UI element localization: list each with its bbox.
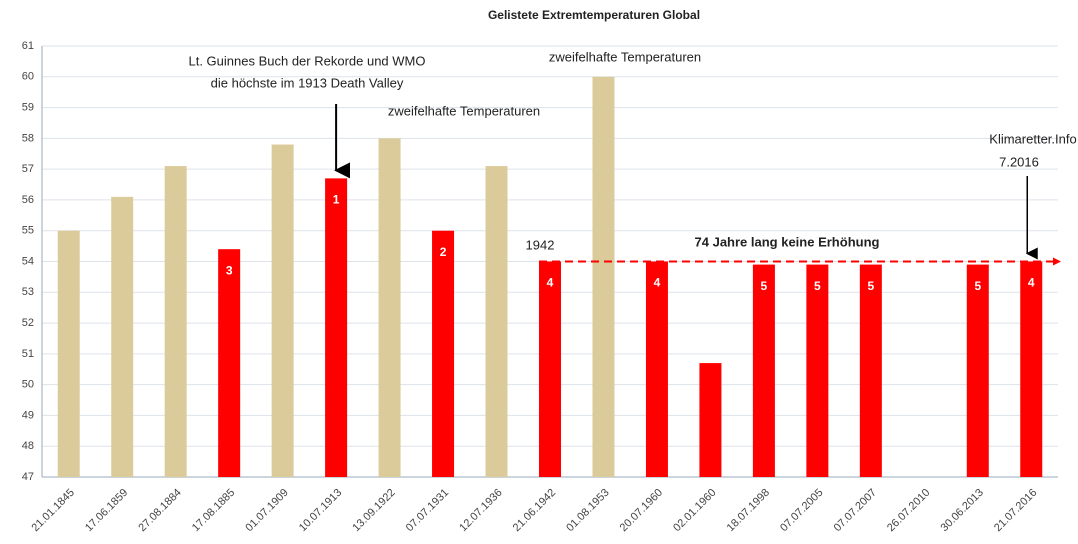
y-tick-label: 54: [22, 255, 34, 267]
x-tick-label: 21.06.1942: [511, 487, 558, 534]
x-tick-label: 07.07.2007: [832, 487, 879, 534]
bar: [806, 264, 829, 477]
bar: [966, 264, 989, 477]
x-tick-label: 20.07.1960: [618, 487, 665, 534]
bar-label: 5: [814, 279, 821, 293]
bar-label: 5: [761, 279, 768, 293]
bar: [539, 261, 561, 477]
x-tick-label: 21.01.1845: [29, 487, 76, 534]
bar-label: 2: [440, 245, 447, 259]
y-tick-label: 48: [22, 440, 34, 452]
x-tick-label: 01.08.1953: [564, 487, 611, 534]
y-tick-label: 51: [22, 348, 34, 360]
bar: [164, 166, 187, 478]
annotation: Lt. Guinnes Buch der Rekorde und WMO: [188, 53, 425, 68]
x-tick-label: 17.06.1859: [83, 487, 130, 534]
bar: [752, 264, 775, 477]
chart-title: Gelistete Extremtemperaturen Global: [488, 8, 700, 22]
x-tick-label: 30.06.2013: [939, 487, 986, 534]
bar: [859, 264, 882, 477]
y-tick-label: 47: [22, 471, 34, 483]
annotation: 1942: [526, 237, 555, 252]
annotation: 7.2016: [999, 154, 1039, 169]
bar-label: 1: [333, 193, 340, 207]
x-tick-label: 02.01.1960: [671, 487, 718, 534]
y-tick-label: 59: [22, 101, 34, 113]
bar: [645, 261, 668, 477]
bar-label: 3: [226, 263, 233, 277]
y-tick-label: 57: [22, 163, 34, 175]
x-tick-label: 10.07.1913: [297, 487, 344, 534]
bar: [111, 196, 134, 477]
bar: [485, 166, 508, 478]
y-tick-label: 55: [22, 225, 34, 237]
y-tick-label: 53: [22, 286, 34, 298]
y-tick-label: 56: [22, 194, 34, 206]
y-tick-label: 52: [22, 317, 34, 329]
x-tick-label: 07.07.2005: [778, 487, 825, 534]
bar-label: 5: [974, 279, 981, 293]
bar: [271, 144, 294, 477]
x-tick-label: 01.07.1909: [243, 487, 290, 534]
bar: [592, 76, 615, 478]
annotation: zweifelhafte Temperaturen: [388, 103, 540, 118]
bar: [218, 249, 241, 477]
y-tick-label: 61: [22, 40, 34, 52]
bar: [325, 178, 348, 477]
bar-label: 4: [1028, 276, 1035, 290]
y-tick-label: 60: [22, 71, 34, 83]
bar-label: 4: [547, 276, 554, 290]
annotation: 74 Jahre lang keine Erhöhung: [695, 234, 880, 249]
x-tick-label: 12.07.1936: [457, 487, 504, 534]
x-tick-label: 26.07.2010: [885, 487, 932, 534]
annotation: Klimaretter.Info: [989, 131, 1076, 146]
x-tick-label: 18.07.1998: [725, 487, 772, 534]
bar: [378, 138, 401, 477]
y-tick-label: 49: [22, 409, 34, 421]
y-tick-label: 58: [22, 132, 34, 144]
x-tick-label: 21.07.2016: [992, 487, 1039, 534]
bar: [699, 363, 722, 477]
y-tick-label: 50: [22, 379, 34, 391]
annotation: zweifelhafte Temperaturen: [549, 49, 701, 64]
bar: [57, 230, 80, 477]
bar-label: 5: [867, 279, 874, 293]
annotation: die höchste im 1913 Death Valley: [211, 75, 404, 90]
bar: [432, 230, 455, 477]
bar-label: 4: [654, 276, 661, 290]
x-tick-label: 07.07.1931: [404, 487, 451, 534]
x-tick-label: 17.08.1885: [190, 487, 237, 534]
x-tick-label: 27.08.1884: [136, 487, 183, 534]
bar: [1020, 261, 1043, 477]
reference-arrow: [1053, 257, 1061, 266]
x-tick-label: 13.09.1922: [350, 487, 397, 534]
